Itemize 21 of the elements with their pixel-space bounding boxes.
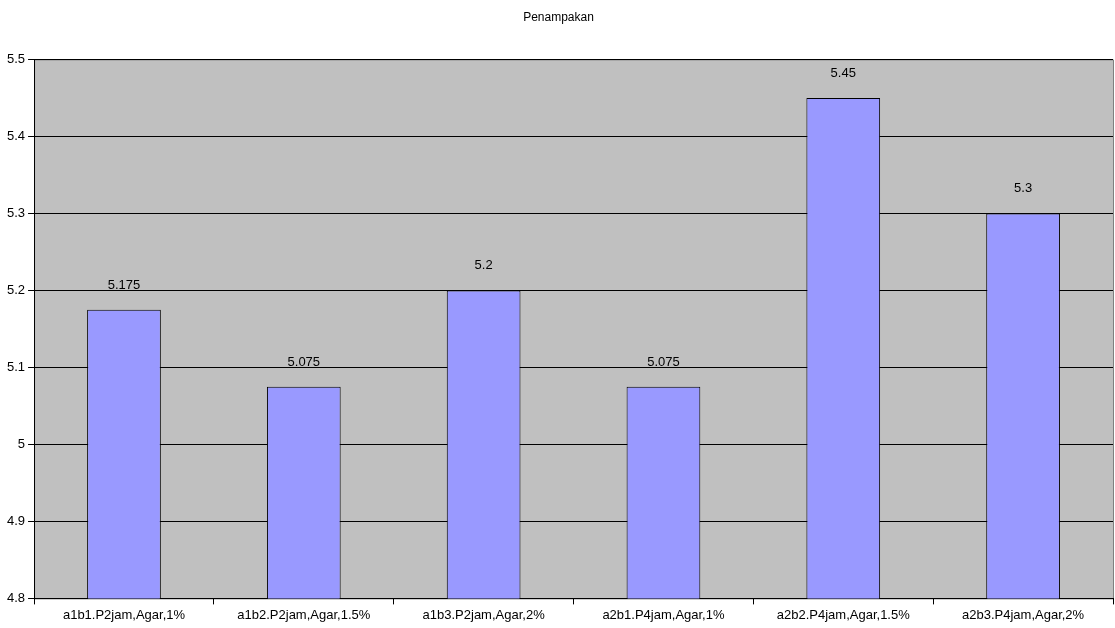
y-tick-label: 5.1 bbox=[6, 358, 26, 374]
data-label: 5.075 bbox=[287, 353, 321, 369]
x-tick-label: a1b2.P2jam,Agar,1.5% bbox=[237, 606, 371, 622]
x-tick-label: a1b1.P2jam,Agar,1% bbox=[62, 606, 186, 622]
data-label: 5.175 bbox=[107, 276, 141, 292]
x-tick-label: a1b3.P2jam,Agar,2% bbox=[422, 606, 546, 622]
x-tick-label: a2b3.P4jam,Agar,2% bbox=[962, 606, 1085, 622]
data-label: 5.45 bbox=[830, 64, 856, 80]
data-label: 5.3 bbox=[1014, 180, 1033, 196]
y-tick-label: 5.4 bbox=[6, 127, 26, 143]
data-label: 5.075 bbox=[647, 353, 680, 369]
x-tick-label: a2b1.P4jam,Agar,1% bbox=[602, 606, 725, 622]
data-label: 5.2 bbox=[474, 257, 493, 273]
chart-title: Penampakan bbox=[523, 9, 594, 24]
y-tick-label: 5.2 bbox=[6, 281, 26, 297]
y-tick-label: 5 bbox=[17, 435, 26, 451]
y-tick-label: 5.3 bbox=[6, 204, 26, 220]
x-tick-label: a2b2.P4jam,Agar,1.5% bbox=[776, 606, 911, 622]
y-tick-label: 4.9 bbox=[6, 512, 26, 528]
y-tick-label: 5.5 bbox=[6, 50, 26, 66]
y-tick-label: 4.8 bbox=[6, 589, 26, 605]
